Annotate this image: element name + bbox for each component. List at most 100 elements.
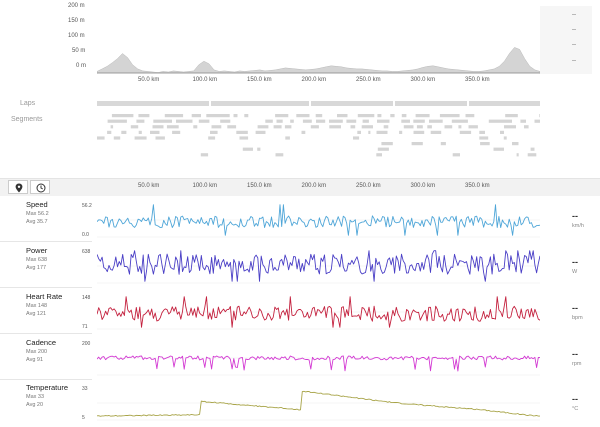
segment-bar[interactable]: [444, 125, 453, 129]
segment-bar[interactable]: [113, 136, 121, 140]
segment-bar[interactable]: [110, 125, 114, 129]
segment-bar[interactable]: [302, 119, 312, 123]
segment-bar[interactable]: [430, 130, 442, 134]
segment-bar[interactable]: [239, 136, 249, 140]
stream-chart-heart[interactable]: [97, 293, 540, 331]
segment-bar[interactable]: [136, 119, 145, 123]
lap-bar[interactable]: [211, 101, 309, 106]
segment-bar[interactable]: [193, 125, 198, 129]
segment-bar[interactable]: [134, 136, 147, 140]
segment-bar[interactable]: [377, 119, 390, 123]
segment-bar[interactable]: [138, 114, 150, 118]
segment-bar[interactable]: [242, 147, 253, 151]
segment-bar[interactable]: [361, 125, 373, 129]
segment-bar[interactable]: [329, 125, 341, 129]
laps-track[interactable]: [97, 100, 540, 108]
segment-bar[interactable]: [479, 130, 485, 134]
segment-bar[interactable]: [107, 130, 112, 134]
segment-bar[interactable]: [383, 125, 389, 129]
segment-bar[interactable]: [534, 119, 541, 123]
segment-bar[interactable]: [468, 125, 478, 129]
stream-chart-power[interactable]: [97, 247, 540, 285]
segment-bar[interactable]: [191, 114, 201, 118]
segment-bar[interactable]: [390, 114, 395, 118]
segment-bar[interactable]: [315, 114, 323, 118]
segment-bar[interactable]: [150, 130, 160, 134]
segment-bar[interactable]: [416, 125, 423, 129]
segment-bar[interactable]: [275, 153, 284, 157]
segment-bar[interactable]: [505, 114, 518, 118]
segment-bar[interactable]: [427, 125, 432, 129]
segment-bar[interactable]: [164, 114, 184, 118]
segment-bar[interactable]: [399, 130, 403, 134]
segment-bar[interactable]: [172, 130, 181, 134]
segment-bar[interactable]: [439, 114, 460, 118]
tab-time[interactable]: [30, 180, 50, 194]
segment-bar[interactable]: [376, 153, 382, 157]
segment-bar[interactable]: [97, 136, 105, 140]
segment-bar[interactable]: [275, 114, 289, 118]
segment-bar[interactable]: [121, 130, 127, 134]
segment-bar[interactable]: [527, 153, 537, 157]
segment-bar[interactable]: [310, 125, 319, 129]
segment-bar[interactable]: [411, 142, 423, 146]
segment-bar[interactable]: [357, 114, 375, 118]
segment-bar[interactable]: [220, 119, 231, 123]
segment-bar[interactable]: [153, 119, 172, 123]
lap-bar[interactable]: [311, 101, 393, 106]
segment-bar[interactable]: [265, 119, 273, 123]
segment-bar[interactable]: [377, 114, 382, 118]
segment-bar[interactable]: [493, 147, 505, 151]
segment-bar[interactable]: [210, 130, 218, 134]
segment-bar[interactable]: [530, 147, 535, 151]
segment-bar[interactable]: [236, 130, 248, 134]
segment-bar[interactable]: [465, 114, 475, 118]
segment-bar[interactable]: [451, 119, 468, 123]
segment-bar[interactable]: [368, 130, 371, 134]
segment-bar[interactable]: [362, 119, 369, 123]
segment-bar[interactable]: [401, 114, 407, 118]
segment-bar[interactable]: [350, 125, 356, 129]
segment-bar[interactable]: [413, 119, 425, 123]
segment-bar[interactable]: [244, 114, 249, 118]
segment-bar[interactable]: [206, 114, 230, 118]
segment-bar[interactable]: [401, 119, 410, 123]
segment-bar[interactable]: [211, 125, 222, 129]
segment-bar[interactable]: [520, 119, 526, 123]
segment-bar[interactable]: [539, 114, 540, 118]
segment-bar[interactable]: [346, 119, 357, 123]
segment-bar[interactable]: [488, 119, 512, 123]
segment-bar[interactable]: [155, 136, 165, 140]
segment-bar[interactable]: [284, 125, 292, 129]
segment-bar[interactable]: [208, 136, 216, 140]
segment-bar[interactable]: [166, 125, 179, 129]
segment-bar[interactable]: [357, 130, 361, 134]
segment-bar[interactable]: [329, 119, 343, 123]
segment-bar[interactable]: [233, 114, 238, 118]
segment-bar[interactable]: [459, 130, 472, 134]
segment-bar[interactable]: [516, 153, 519, 157]
segment-bar[interactable]: [257, 125, 269, 129]
segment-bar[interactable]: [296, 114, 310, 118]
stream-chart-temperature[interactable]: [97, 384, 540, 422]
segment-bar[interactable]: [440, 142, 446, 146]
segment-bar[interactable]: [200, 153, 209, 157]
segment-bar[interactable]: [381, 142, 393, 146]
segment-bar[interactable]: [301, 130, 306, 134]
segment-bar[interactable]: [273, 125, 282, 129]
stream-chart-speed[interactable]: [97, 201, 540, 239]
segment-bar[interactable]: [512, 142, 519, 146]
segment-bar[interactable]: [316, 119, 326, 123]
segment-bar[interactable]: [138, 130, 142, 134]
segment-bar[interactable]: [403, 125, 414, 129]
segment-bar[interactable]: [480, 142, 490, 146]
elevation-chart[interactable]: 200 m 150 m 100 m 50 m 0 m 50.0 km 100.0 …: [0, 0, 540, 90]
segment-bar[interactable]: [337, 114, 348, 118]
segment-bar[interactable]: [198, 119, 210, 123]
segment-bar[interactable]: [285, 136, 290, 140]
lap-bar[interactable]: [469, 101, 540, 106]
segment-bar[interactable]: [452, 153, 460, 157]
segment-bar[interactable]: [500, 130, 504, 134]
lap-bar[interactable]: [395, 101, 467, 106]
segment-bar[interactable]: [227, 125, 237, 129]
